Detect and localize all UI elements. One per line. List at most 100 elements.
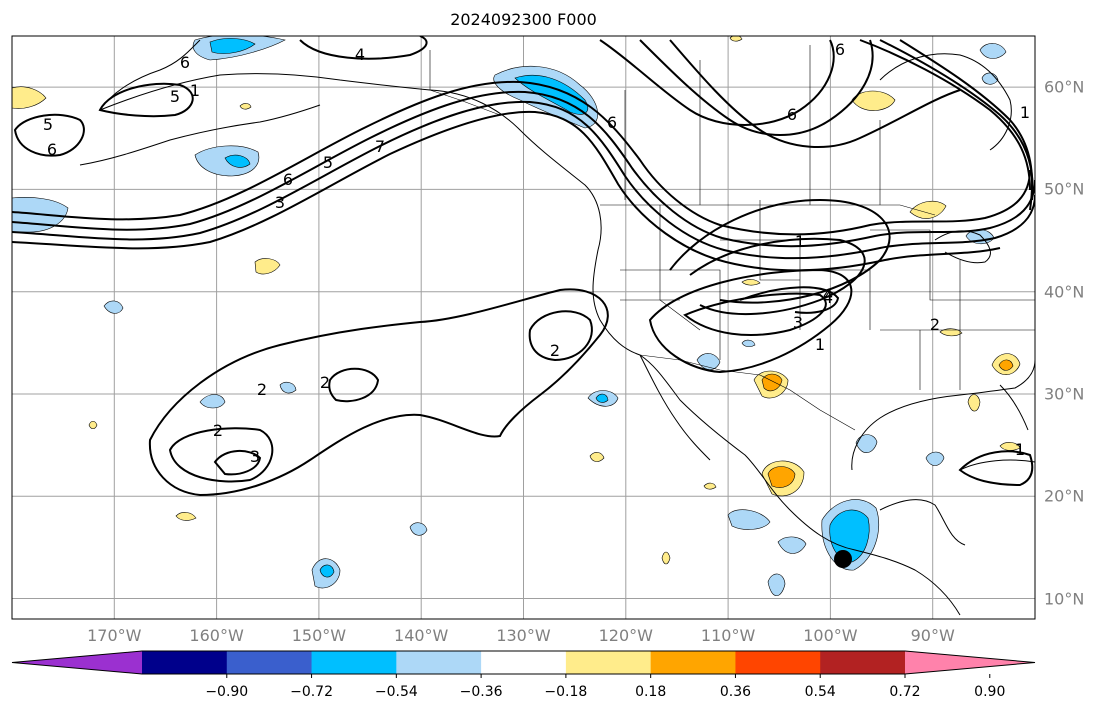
- longitude-label: 100°W: [803, 626, 858, 645]
- shade-blue-212-400: [199, 394, 226, 409]
- shade-yellow-710-486: [703, 482, 717, 490]
- shade-blue-995-50: [979, 43, 1007, 59]
- contour-pacific-loop-inner: [213, 450, 262, 476]
- contour-west-loop: [13, 113, 85, 157]
- shade-yellow-245-105: [239, 103, 252, 110]
- shade-blue-776-585: [767, 573, 786, 597]
- latitude-label: 40°N: [1044, 282, 1085, 302]
- contour-label: 1: [1020, 103, 1030, 122]
- shade-yellow-west-edge: [12, 86, 47, 109]
- shade-cyan-mexico-south: [829, 509, 870, 563]
- coast-north-america-west: [429, 89, 961, 616]
- longitude-label: 120°W: [598, 626, 653, 645]
- coast-baja: [639, 354, 711, 461]
- latitude-label: 60°N: [1044, 77, 1085, 97]
- contour-label: 1: [190, 81, 200, 100]
- map-frame: [11, 35, 1036, 620]
- colorbar-tick-label: 0.18: [635, 684, 667, 700]
- contour-east-1: [859, 39, 1031, 191]
- contour-label: 3: [275, 193, 285, 212]
- contour-label: 2: [213, 421, 223, 440]
- shade-orange-1005-366: [998, 359, 1014, 371]
- coast-cuba: [959, 459, 1035, 471]
- contour-label: 4: [823, 288, 833, 307]
- contour-label: 6: [607, 113, 617, 132]
- contour-lines: [12, 36, 1035, 497]
- shade-yellow-750-282: [741, 279, 761, 286]
- colorbar-extend-min: [12, 651, 142, 674]
- colorbar-tick-label: 0.54: [804, 684, 836, 700]
- latitude-label: 50°N: [1044, 179, 1085, 199]
- contour-canada-2: [639, 39, 874, 136]
- latitude-label: 10°N: [1044, 589, 1085, 609]
- colorbar-outline: [11, 650, 1036, 675]
- contour-label: 7: [375, 137, 385, 156]
- shade-yellow-255-265: [254, 258, 281, 275]
- shade-yellow-93-425: [88, 420, 98, 430]
- shade-cyan-aleutian: [224, 154, 251, 168]
- contour-jet-1: [12, 80, 1031, 236]
- longitude-label: 90°W: [910, 626, 955, 645]
- contour-label: 2: [320, 373, 330, 392]
- colorbar-segment: [565, 651, 652, 674]
- colorbar-extend-max: [905, 651, 1035, 674]
- shade-yellow-974-403: [967, 394, 981, 412]
- shade-orange-782-478: [767, 466, 796, 488]
- coast-florida: [999, 384, 1029, 431]
- contour-label: 6: [835, 40, 845, 59]
- contour-label: 6: [283, 170, 293, 189]
- longitude-label: 160°W: [189, 626, 244, 645]
- colorbar-segment: [820, 651, 906, 674]
- contour-pacific-small: [528, 310, 593, 362]
- coast-aleutians: [79, 104, 321, 166]
- colorbar-tick-label: −0.54: [374, 684, 418, 700]
- contour-low-1: [648, 268, 853, 374]
- colorbar-segment: [226, 651, 313, 674]
- shade-yellow-948-332: [939, 328, 963, 337]
- contour-label: 1: [795, 232, 805, 251]
- shade-blue-748-343: [741, 339, 756, 348]
- colorbar-tick-label: 0.36: [719, 684, 752, 700]
- contour-label: 2: [930, 315, 940, 334]
- coast-hudson: [879, 53, 1012, 151]
- contour-pacific-2: [148, 288, 609, 497]
- contour-mid-1: [669, 198, 891, 304]
- contour-jet-3: [12, 100, 1035, 260]
- shade-blue-418-530: [409, 522, 428, 536]
- colorbar: [11, 650, 1036, 678]
- colorbar-segment: [650, 651, 736, 674]
- colorbar-tick-label: 0.72: [889, 684, 921, 700]
- coast-yucatan: [879, 499, 966, 546]
- longitude-label: 140°W: [394, 626, 449, 645]
- shade-blue-288-388: [279, 381, 297, 394]
- shade-blue-750-520: [727, 509, 771, 530]
- coastlines: [79, 39, 1035, 616]
- contour-label: 4: [355, 45, 365, 64]
- shade-blue-105-308: [103, 300, 124, 314]
- shade-yellow-666-557: [661, 551, 671, 565]
- contour-label: 2: [257, 380, 267, 399]
- contour-label: 5: [170, 87, 180, 106]
- longitude-label: 170°W: [87, 626, 142, 645]
- contour-alaska-loop: [98, 82, 194, 118]
- colorbar-segment: [396, 651, 482, 674]
- contour-label: 5: [43, 115, 53, 134]
- contour-label: 1: [1015, 440, 1025, 459]
- colorbar-tick-label: −0.72: [290, 684, 333, 700]
- coast-gulf-mexico: [851, 359, 1035, 471]
- shade-blue-934-460: [925, 451, 945, 466]
- colorbar-tick-label: 0.90: [974, 684, 1006, 700]
- border-states-1: [620, 269, 721, 360]
- contour-label: 5: [323, 153, 333, 172]
- colorbar-tick-label: −0.36: [459, 684, 503, 700]
- shade-yellow-186-516: [175, 512, 197, 521]
- map-title: 2024092300 F000: [450, 10, 597, 29]
- shade-cyan-325-572: [319, 564, 335, 578]
- contour-label: 6: [180, 53, 190, 72]
- shade-yellow-596-456: [589, 452, 605, 462]
- contour-gulf-loop: [958, 450, 1034, 487]
- contour-jet-4: [12, 110, 1001, 272]
- colorbar-tick-label: −0.90: [205, 684, 249, 700]
